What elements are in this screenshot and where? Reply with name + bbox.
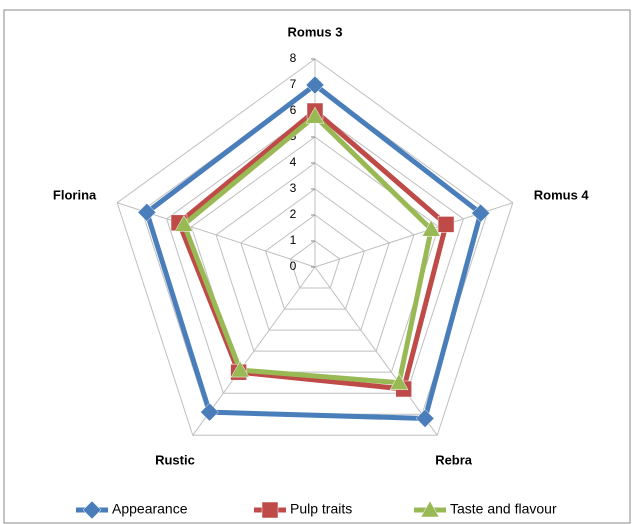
legend-marker — [261, 501, 279, 519]
y-tick-label: 8 — [290, 51, 297, 65]
data-point — [421, 219, 441, 237]
grid-line — [264, 214, 366, 310]
legend-label: Appearance — [112, 501, 188, 517]
category-label: Florina — [53, 187, 97, 202]
data-point — [471, 203, 491, 223]
legend-marker — [82, 500, 102, 520]
category-label: Romus 4 — [534, 187, 590, 202]
grid-line — [215, 162, 415, 352]
grid-line — [289, 240, 341, 289]
series-line — [144, 82, 484, 421]
grid-line — [116, 58, 514, 436]
data-point — [137, 203, 157, 222]
y-tick-label: 4 — [290, 155, 297, 169]
data-point — [437, 216, 455, 233]
series-line — [181, 113, 434, 386]
data-point — [389, 373, 409, 390]
category-label: Rustic — [155, 453, 195, 468]
series-line — [176, 108, 449, 392]
category-label: Rebra — [435, 453, 473, 468]
y-tick-label: 7 — [290, 77, 297, 91]
legend-label: Pulp traits — [290, 501, 352, 517]
y-tick-label: 2 — [290, 207, 297, 221]
data-point — [305, 106, 325, 124]
y-tick-label: 1 — [290, 233, 297, 247]
category-label: Romus 3 — [288, 24, 343, 39]
legend-label: Taste and flavour — [450, 501, 557, 517]
y-tick-label: 0 — [290, 259, 297, 273]
grid-line — [240, 188, 390, 331]
data-point — [305, 75, 325, 95]
y-tick-label: 3 — [290, 181, 297, 195]
data-point — [200, 402, 219, 422]
data-point — [415, 409, 435, 428]
legend-marker — [420, 500, 440, 518]
spoke — [314, 266, 438, 436]
data-point — [174, 214, 194, 232]
grid-line — [190, 136, 440, 373]
grid-line — [166, 110, 464, 394]
data-point — [230, 360, 250, 378]
y-tick-label: 6 — [290, 103, 297, 117]
